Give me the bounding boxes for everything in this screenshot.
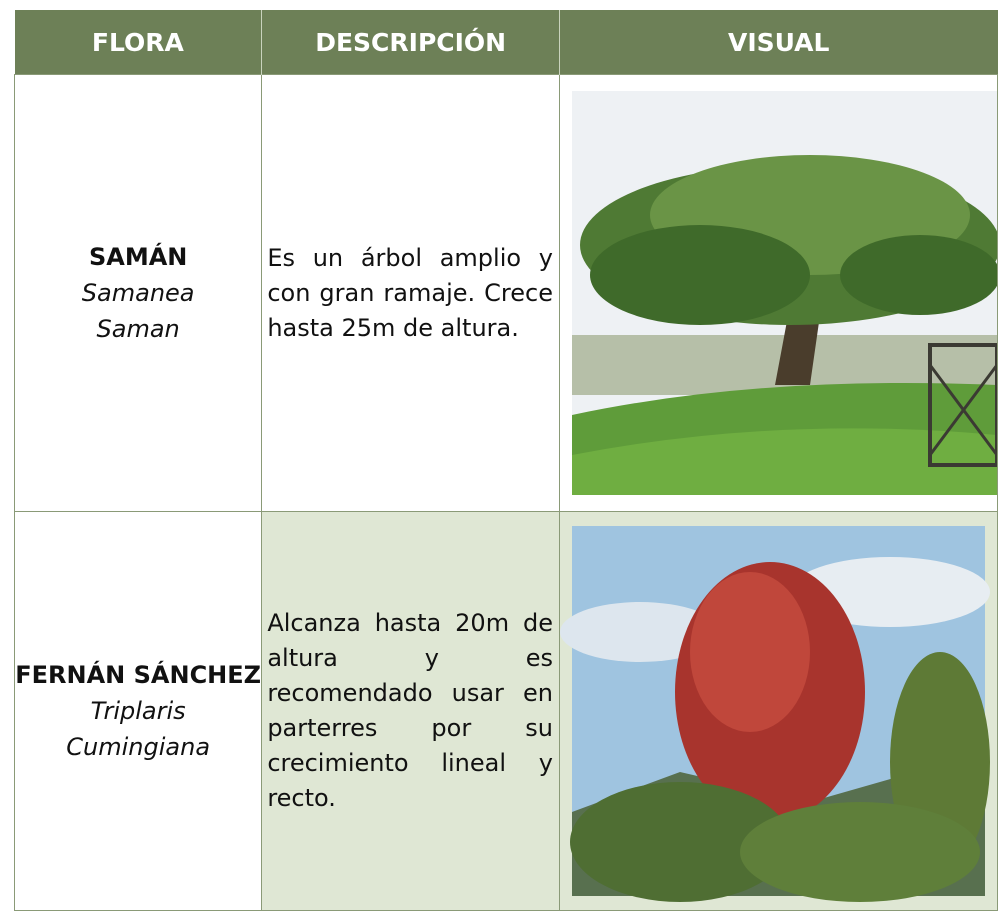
scientific-name: Samanea Saman xyxy=(81,279,195,343)
common-name: FERNÁN SÁNCHEZ xyxy=(15,661,262,689)
fernan-sanchez-image xyxy=(559,526,990,902)
common-name: SAMÁN xyxy=(88,243,188,271)
visual-cell xyxy=(558,511,998,911)
flora-table: FLORA DESCRIPCIÓN VISUAL SAMÁN Samanea S… xyxy=(13,10,998,911)
header-cell: VISUAL xyxy=(559,10,998,75)
scientific-name: Triplaris Cumingiana xyxy=(66,697,211,761)
row: FERNÁN SÁNCHEZ Triplaris Cumingiana Alca… xyxy=(13,511,998,911)
flora-cell: SAMÁN Samanea Saman xyxy=(13,74,263,512)
header-cell: FLORA xyxy=(14,10,263,75)
description: Es un árbol amplio y con gran ramaje. Cr… xyxy=(267,243,553,342)
description: Alcanza hasta 20m de altura y es recomen… xyxy=(267,609,553,812)
saman-image xyxy=(571,91,997,495)
row: SAMÁN Samanea Saman Es un árbol amplio y… xyxy=(13,74,998,512)
visual-cell xyxy=(558,74,998,512)
description-cell: Alcanza hasta 20m de altura y es recomen… xyxy=(261,511,560,911)
description-cell: Es un árbol amplio y con gran ramaje. Cr… xyxy=(261,74,560,512)
header-cell: DESCRIPCIÓN xyxy=(261,10,560,75)
flora-cell: FERNÁN SÁNCHEZ Triplaris Cumingiana xyxy=(13,511,263,911)
header-row: FLORA DESCRIPCIÓN VISUAL xyxy=(14,10,998,75)
